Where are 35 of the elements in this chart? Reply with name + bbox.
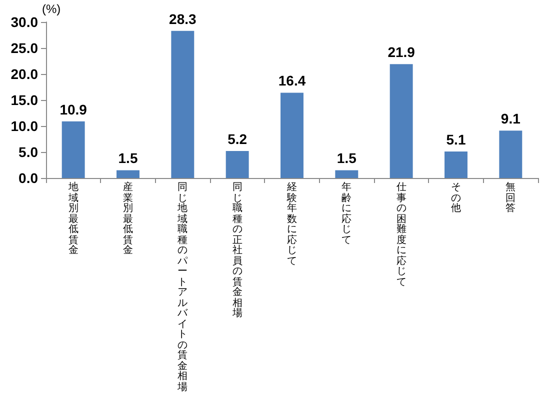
y-tick-label: 10.0 — [10, 118, 38, 134]
category-label: 仕事の困難度に応じて — [396, 182, 406, 288]
bar — [62, 121, 85, 178]
data-label: 10.9 — [60, 101, 88, 118]
y-axis-title: (%) — [42, 2, 61, 16]
bar — [335, 170, 358, 178]
x-tick-label: 年齢に応じて — [340, 182, 353, 246]
bar — [444, 151, 468, 178]
category-label: 同じ職種の正社員の賃金相場 — [232, 182, 242, 319]
category-label: 同じ地域職種のパートアルバイトの賃金相場 — [178, 182, 188, 392]
x-tick-label: 無回答 — [504, 182, 517, 214]
y-tick-label: 30.0 — [10, 14, 38, 30]
bar — [499, 130, 522, 178]
data-label: 5.1 — [446, 131, 466, 148]
bar — [116, 170, 140, 178]
data-label: 9.1 — [500, 110, 521, 127]
x-tick-label: その他 — [450, 182, 462, 214]
data-label: 1.5 — [118, 150, 138, 166]
data-label: 28.3 — [169, 10, 197, 27]
data-label: 5.2 — [228, 130, 248, 147]
x-tick-label: 経験年数に応じて — [286, 182, 298, 267]
data-label: 16.4 — [278, 72, 306, 89]
y-tick-label: 15.0 — [10, 92, 38, 108]
bar — [226, 150, 249, 178]
bar — [390, 64, 413, 178]
bar — [171, 30, 194, 178]
x-tick-label: 産業別最低賃金 — [122, 182, 134, 256]
y-tick-label: 5.0 — [18, 144, 38, 160]
data-label: 1.5 — [336, 150, 357, 166]
y-tick-label: 20.0 — [10, 66, 38, 82]
y-tick-label: 25.0 — [10, 40, 38, 56]
x-tick-label: 地域別最低賃金 — [67, 182, 80, 256]
y-tick-label: 0.0 — [18, 170, 38, 186]
data-label: 21.9 — [388, 44, 416, 60]
bar — [280, 92, 304, 178]
